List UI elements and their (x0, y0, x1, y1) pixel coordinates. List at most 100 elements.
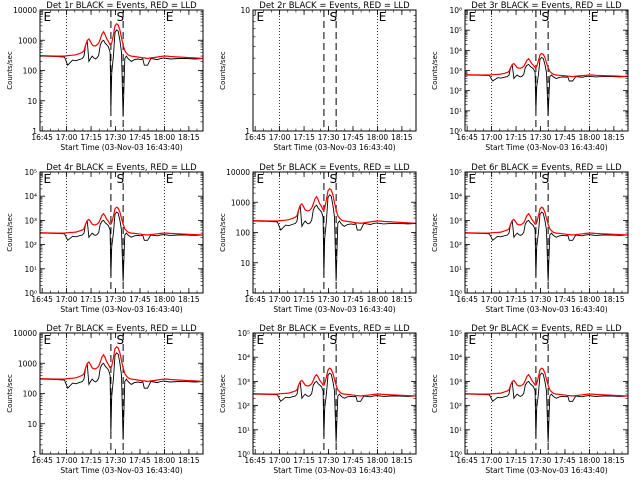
y-tick-label: 10⁰ (449, 450, 462, 459)
y-tick-label: 1000 (18, 359, 37, 368)
marker-s: S (116, 172, 124, 186)
x-tick-label: 18:15 (178, 456, 200, 465)
x-tick-label: 18:00 (154, 133, 176, 142)
series-lld (464, 367, 629, 397)
x-tick-label: 16:45 (456, 456, 478, 465)
panel-title: Det 3r BLACK = Events, RED = LLD (471, 1, 622, 11)
x-tick-label: 17:00 (56, 456, 78, 465)
x-tick-label: 18:15 (603, 133, 625, 142)
marker-e: E (166, 333, 174, 347)
x-tick-label: 17:45 (129, 456, 151, 465)
x-tick-label: 17:15 (505, 133, 527, 142)
x-tick-label: 17:45 (129, 133, 151, 142)
marker-s: S (116, 333, 124, 347)
x-tick-label: 18:15 (391, 133, 413, 142)
x-tick-label: 18:00 (154, 456, 176, 465)
x-axis-label: Start Time (03-Nov-03 16:43:40) (485, 305, 607, 314)
x-tick-label: 17:15 (505, 456, 527, 465)
plot-frame (464, 171, 629, 294)
marker-s: S (329, 10, 337, 24)
y-tick-label: 10² (449, 402, 462, 411)
marker-e: E (591, 172, 599, 186)
marker-e: E (256, 333, 264, 347)
y-tick-label: 1 (32, 127, 37, 136)
x-tick-label: 17:30 (530, 295, 552, 304)
y-tick-label: 10000 (13, 6, 37, 15)
y-tick-label: 100 (236, 229, 251, 238)
x-tick-label: 17:00 (481, 456, 503, 465)
x-tick-label: 17:30 (318, 456, 340, 465)
series-lld (252, 367, 417, 397)
y-tick-label: 10³ (449, 377, 462, 386)
x-tick-label: 17:45 (342, 456, 364, 465)
x-tick-label: 18:00 (579, 295, 601, 304)
x-axis-label: Start Time (03-Nov-03 16:43:40) (273, 143, 395, 152)
x-tick-label: 16:45 (244, 295, 266, 304)
marker-s: S (541, 333, 549, 347)
marker-e: E (256, 10, 264, 24)
y-tick-label: 10¹ (449, 426, 462, 435)
x-axis-label: Start Time (03-Nov-03 16:43:40) (60, 143, 182, 152)
x-tick-label: 17:00 (481, 133, 503, 142)
y-tick-label: 10⁰ (449, 289, 462, 298)
y-tick-label: 10² (449, 241, 462, 250)
x-tick-label: 17:00 (269, 133, 291, 142)
y-tick-label: 10000 (226, 168, 250, 177)
series-lld (39, 345, 204, 383)
series-lld (464, 52, 629, 78)
y-tick-label: 10⁴ (237, 353, 250, 362)
marker-e: E (591, 10, 599, 24)
x-tick-label: 18:00 (579, 456, 601, 465)
x-tick-label: 17:15 (80, 133, 102, 142)
marker-e: E (43, 172, 51, 186)
y-tick-label: 10² (449, 87, 462, 96)
plot-frame (39, 332, 204, 455)
x-tick-label: 17:15 (293, 295, 315, 304)
marker-s: S (116, 10, 124, 24)
y-tick-label: 10⁵ (449, 168, 462, 177)
y-tick-label: 10⁰ (24, 289, 37, 298)
marker-e: E (591, 333, 599, 347)
x-tick-label: 17:00 (56, 295, 78, 304)
y-axis-label: Counts/sec (219, 374, 227, 413)
y-tick-label: 10 (240, 6, 250, 15)
y-axis-label: Counts/sec (431, 213, 439, 252)
x-axis-label: Start Time (03-Nov-03 16:43:40) (273, 305, 395, 314)
x-tick-label: 18:15 (391, 295, 413, 304)
marker-e: E (43, 333, 51, 347)
x-tick-label: 16:45 (456, 295, 478, 304)
y-tick-label: 10⁰ (449, 127, 462, 136)
x-tick-label: 17:00 (269, 295, 291, 304)
y-tick-label: 10000 (13, 329, 37, 338)
y-axis-label: Counts/sec (6, 213, 14, 252)
marker-e: E (468, 10, 476, 24)
x-tick-label: 16:45 (31, 295, 53, 304)
y-tick-label: 1000 (231, 198, 250, 207)
x-tick-label: 16:45 (244, 456, 266, 465)
plot-frame (464, 332, 629, 455)
marker-e: E (468, 333, 476, 347)
x-tick-label: 17:15 (293, 456, 315, 465)
y-tick-label: 10¹ (449, 265, 462, 274)
x-tick-label: 17:15 (293, 133, 315, 142)
marker-e: E (256, 172, 264, 186)
y-tick-label: 100 (23, 67, 38, 76)
y-tick-label: 10¹ (449, 107, 462, 116)
y-axis-label: Counts/sec (6, 374, 14, 413)
x-tick-label: 17:30 (318, 133, 340, 142)
x-tick-label: 16:45 (31, 456, 53, 465)
x-tick-label: 17:30 (318, 295, 340, 304)
y-tick-label: 1 (32, 450, 37, 459)
series-events (39, 211, 204, 282)
series-events (464, 372, 629, 443)
y-tick-label: 10¹ (24, 265, 37, 274)
y-tick-label: 10³ (449, 216, 462, 225)
y-tick-label: 10³ (24, 216, 37, 225)
marker-e: E (166, 172, 174, 186)
y-axis-label: Counts/sec (6, 51, 14, 90)
y-tick-label: 10³ (449, 67, 462, 76)
